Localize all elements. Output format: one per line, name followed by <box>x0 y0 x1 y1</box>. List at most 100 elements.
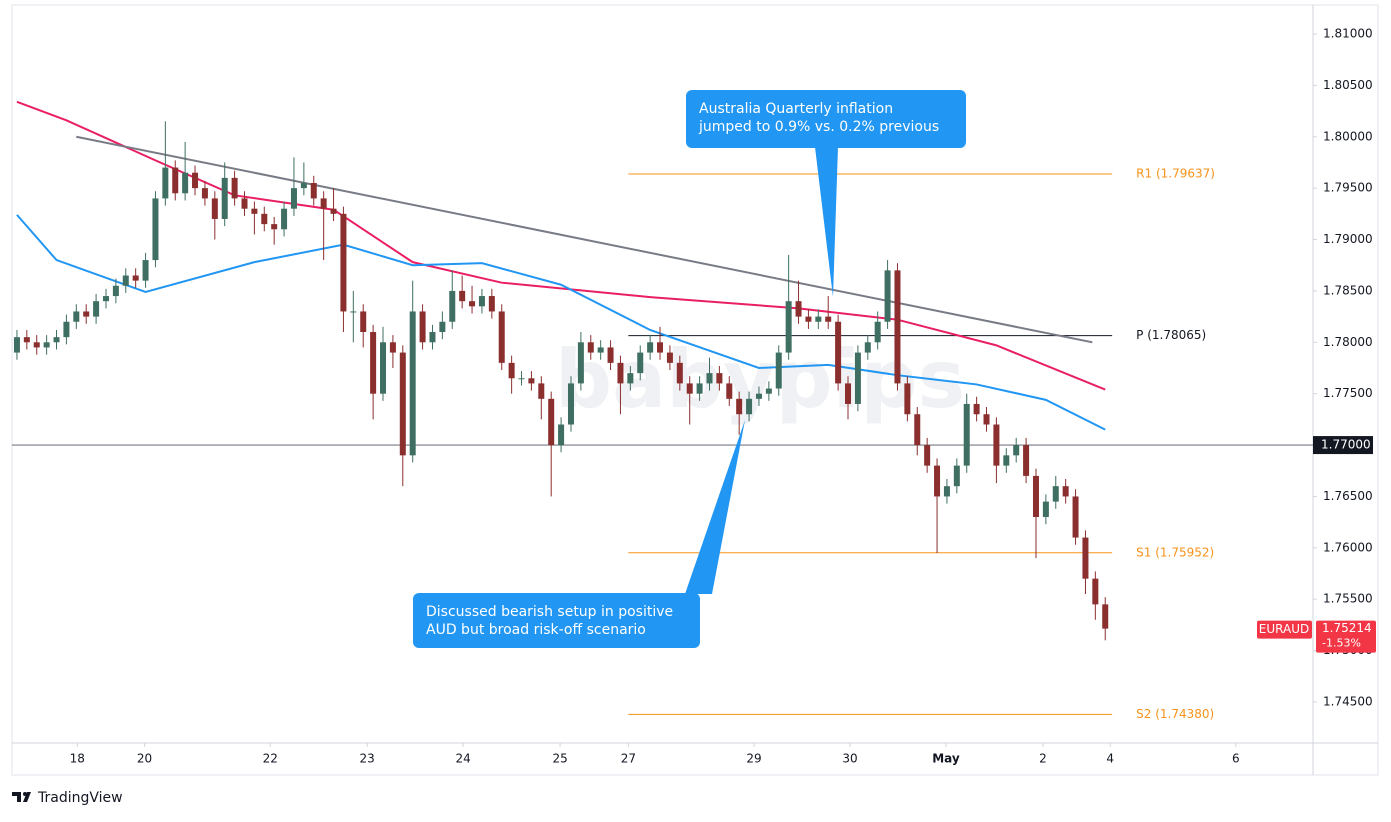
candle-body <box>508 362 515 379</box>
candle-body <box>310 182 317 199</box>
candle-body <box>469 301 476 307</box>
candle-body <box>221 177 228 219</box>
candle-body <box>389 342 396 353</box>
candle-body <box>63 321 70 338</box>
candle-body <box>528 378 535 384</box>
x-tick-label: 23 <box>360 752 375 766</box>
candle-body <box>23 337 30 343</box>
candle-body <box>498 311 505 363</box>
callout-box <box>413 593 700 648</box>
symbol-tag-label: EURAUD <box>1259 622 1309 636</box>
candle-body <box>963 403 970 466</box>
candle-body <box>666 352 673 363</box>
x-tick-label: 6 <box>1232 752 1240 766</box>
x-tick-label: 30 <box>842 752 857 766</box>
last-price-tag <box>1316 620 1376 653</box>
candle-body <box>538 383 545 399</box>
candle-body <box>172 167 179 194</box>
change-label: -1.53% <box>1322 637 1361 650</box>
y-tick-label: 1.78500 <box>1323 283 1373 297</box>
candle-body <box>657 342 664 353</box>
price-tag-label: 1.77000 <box>1321 438 1371 452</box>
moving-average <box>16 214 1106 431</box>
candle-body <box>211 198 218 219</box>
x-tick-label: 29 <box>746 752 761 766</box>
candle-body <box>567 383 574 425</box>
y-tick-label: 1.78000 <box>1323 335 1373 349</box>
callout-text: Australia Quarterly inflation <box>699 101 893 117</box>
candle-body <box>914 414 921 446</box>
candle-body <box>726 383 733 399</box>
candle-body <box>370 332 377 394</box>
candle-body <box>775 352 782 389</box>
y-tick-label: 1.80000 <box>1323 129 1373 143</box>
callout-text: Discussed bearish setup in positive <box>426 604 673 620</box>
candle-body <box>884 270 891 322</box>
candle-body <box>943 486 950 497</box>
candle-body <box>953 465 960 487</box>
callout-box <box>686 90 966 148</box>
candle-body <box>706 373 713 384</box>
candle-body <box>716 373 723 384</box>
candle-body <box>330 208 337 214</box>
candle-body <box>795 301 802 317</box>
candle-body <box>439 321 446 333</box>
trendline <box>76 135 1093 344</box>
price-tag <box>1313 436 1373 455</box>
candle-body <box>755 393 762 399</box>
candle-body <box>112 285 119 297</box>
pivot-level-label: S1 (1.75952) <box>1136 545 1214 559</box>
y-tick-label: 1.74500 <box>1323 694 1373 708</box>
candle-body <box>736 398 743 415</box>
candle-body <box>607 347 614 363</box>
candle-body <box>864 342 871 353</box>
candle-body <box>380 342 387 394</box>
candle-body <box>241 198 248 209</box>
candle-body <box>231 177 238 199</box>
candle-body <box>478 296 485 307</box>
candle-body <box>1072 496 1079 538</box>
candle-body <box>1042 501 1049 518</box>
candle-body <box>33 342 40 348</box>
candle-body <box>271 224 278 230</box>
candle-body <box>983 414 990 425</box>
candle-body <box>43 342 50 348</box>
candle-body <box>696 383 703 394</box>
candle-body <box>1052 486 1059 502</box>
pivot-level-label: P (1.78065) <box>1136 328 1206 342</box>
candle-body <box>449 290 456 322</box>
tradingview-logo <box>12 792 31 802</box>
candle-body <box>904 383 911 415</box>
y-tick-label: 1.75500 <box>1323 592 1373 606</box>
candle-body <box>1003 455 1010 466</box>
candle-body <box>290 188 297 209</box>
candle-body <box>93 301 100 317</box>
candle-body <box>1062 486 1069 497</box>
candle-body <box>488 296 495 312</box>
candle-body <box>122 275 129 286</box>
x-tick-label: 4 <box>1106 752 1114 766</box>
callout-text: jumped to 0.9% vs. 0.2% previous <box>698 119 939 135</box>
candle-body <box>558 424 565 446</box>
x-tick-label: May <box>932 752 960 766</box>
candle-body <box>152 198 159 261</box>
candle-body <box>854 352 861 404</box>
y-tick-label: 1.81000 <box>1323 26 1373 40</box>
candle-body <box>785 301 792 353</box>
y-tick-label: 1.76000 <box>1323 540 1373 554</box>
candle-body <box>647 342 654 353</box>
candle-body <box>874 321 881 343</box>
candle-body <box>924 445 931 466</box>
candle-body <box>1082 537 1089 579</box>
chart-frame <box>11 4 1379 776</box>
candle-body <box>973 403 980 415</box>
candle-body <box>825 316 832 322</box>
y-tick-label: 1.77500 <box>1323 386 1373 400</box>
pivot-level-label: R1 (1.79637) <box>1136 167 1215 181</box>
x-tick-label: 27 <box>621 752 636 766</box>
y-tick-label: 1.79500 <box>1323 181 1373 195</box>
candle-body <box>805 316 812 322</box>
candle-body <box>360 311 367 333</box>
